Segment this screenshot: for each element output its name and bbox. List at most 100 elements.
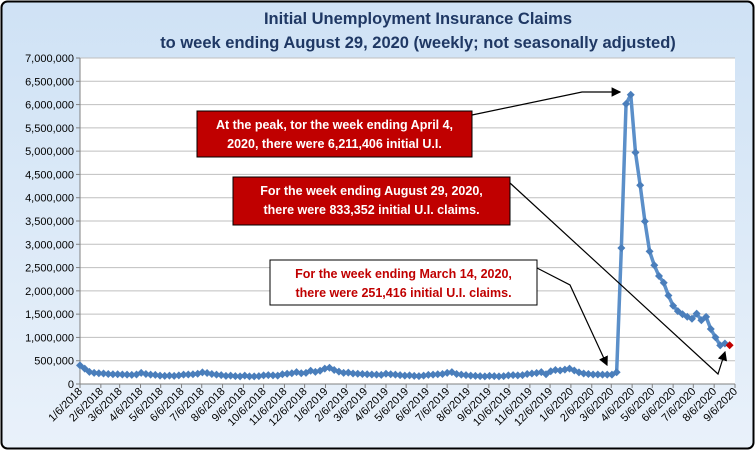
data-point xyxy=(207,369,216,378)
data-point xyxy=(476,372,485,381)
y-tick-label: 3,500,000 xyxy=(25,216,74,228)
data-point xyxy=(269,371,278,380)
data-point xyxy=(466,371,475,380)
annotation-text: For the week ending August 29, 2020, xyxy=(260,184,483,198)
data-point xyxy=(283,369,292,378)
data-point xyxy=(589,370,598,379)
data-point xyxy=(179,370,188,379)
data-point xyxy=(381,369,390,378)
data-point xyxy=(250,372,259,381)
data-point xyxy=(499,372,508,381)
data-point xyxy=(118,370,127,379)
data-point xyxy=(104,369,113,378)
data-point xyxy=(400,371,409,380)
data-point xyxy=(452,369,461,378)
data-point xyxy=(485,371,494,380)
data-point xyxy=(551,366,560,375)
data-point xyxy=(363,370,372,379)
data-point xyxy=(405,371,414,380)
y-tick-label: 6,000,000 xyxy=(25,100,74,112)
data-point xyxy=(504,371,513,380)
data-point xyxy=(372,370,381,379)
data-point xyxy=(711,333,720,342)
data-point xyxy=(631,148,640,157)
y-tick-label: 0 xyxy=(68,379,74,391)
annotation-box xyxy=(269,259,538,306)
data-point xyxy=(386,370,395,379)
data-point xyxy=(494,372,503,381)
annotation-box xyxy=(196,110,473,158)
annotation-arrow xyxy=(471,87,622,116)
y-tick-label: 4,500,000 xyxy=(25,169,74,181)
data-point xyxy=(123,370,132,379)
data-point xyxy=(443,368,452,377)
data-point xyxy=(622,99,631,108)
data-point xyxy=(579,369,588,378)
data-point xyxy=(410,371,419,380)
annotation-arrow xyxy=(536,267,608,367)
data-point xyxy=(424,370,433,379)
y-tick-label: 1,000,000 xyxy=(25,332,74,344)
data-point xyxy=(94,369,103,378)
data-point xyxy=(419,371,428,380)
data-point xyxy=(687,314,696,323)
data-point xyxy=(414,372,423,381)
data-point xyxy=(640,217,649,226)
data-point xyxy=(636,181,645,190)
data-point xyxy=(151,370,160,379)
data-point xyxy=(655,272,664,281)
y-tick-label: 1,500,000 xyxy=(25,309,74,321)
data-point xyxy=(245,372,254,381)
annotation-text: there were 251,416 initial U.I. claims. xyxy=(295,286,511,300)
data-point xyxy=(212,370,221,379)
data-point xyxy=(108,370,117,379)
data-point xyxy=(113,370,122,379)
data-point xyxy=(480,372,489,381)
y-tick-label: 6,500,000 xyxy=(25,76,74,88)
data-point xyxy=(612,368,621,377)
annotation-box xyxy=(232,176,511,226)
data-point xyxy=(259,371,268,380)
data-point xyxy=(99,369,108,378)
data-point xyxy=(217,371,226,380)
y-tick-label: 2,000,000 xyxy=(25,286,74,298)
data-point xyxy=(664,291,673,300)
data-point xyxy=(527,369,536,378)
data-point xyxy=(702,312,711,321)
data-point xyxy=(297,369,306,378)
data-point xyxy=(231,372,240,381)
annotation-text: For the week ending March 14, 2020, xyxy=(295,267,512,281)
annotation-text: there were 833,352 initial U.I. claims. xyxy=(263,203,479,217)
data-point xyxy=(598,370,607,379)
annotation-arrow xyxy=(509,182,728,376)
data-point xyxy=(523,369,532,378)
data-point xyxy=(236,372,245,381)
data-point xyxy=(462,371,471,380)
data-point xyxy=(433,370,442,379)
data-point xyxy=(278,370,287,379)
data-point xyxy=(692,309,701,318)
data-point xyxy=(645,247,654,256)
data-point xyxy=(584,369,593,378)
data-point xyxy=(490,372,499,381)
data-point xyxy=(141,369,150,378)
data-point xyxy=(174,371,183,380)
y-tick-label: 3,000,000 xyxy=(25,239,74,251)
data-point xyxy=(188,370,197,379)
data-point xyxy=(617,244,626,253)
data-point xyxy=(90,368,99,377)
data-point xyxy=(593,370,602,379)
data-point xyxy=(254,372,263,381)
data-point xyxy=(184,370,193,379)
data-point xyxy=(429,370,438,379)
data-point xyxy=(669,301,678,310)
data-point xyxy=(358,369,367,378)
data-point xyxy=(339,368,348,377)
data-point xyxy=(165,371,174,380)
data-point xyxy=(509,371,518,380)
title-line: Initial Unemployment Insurance Claims xyxy=(264,10,572,28)
data-point xyxy=(160,371,169,380)
data-point xyxy=(603,370,612,379)
data-point xyxy=(156,371,165,380)
